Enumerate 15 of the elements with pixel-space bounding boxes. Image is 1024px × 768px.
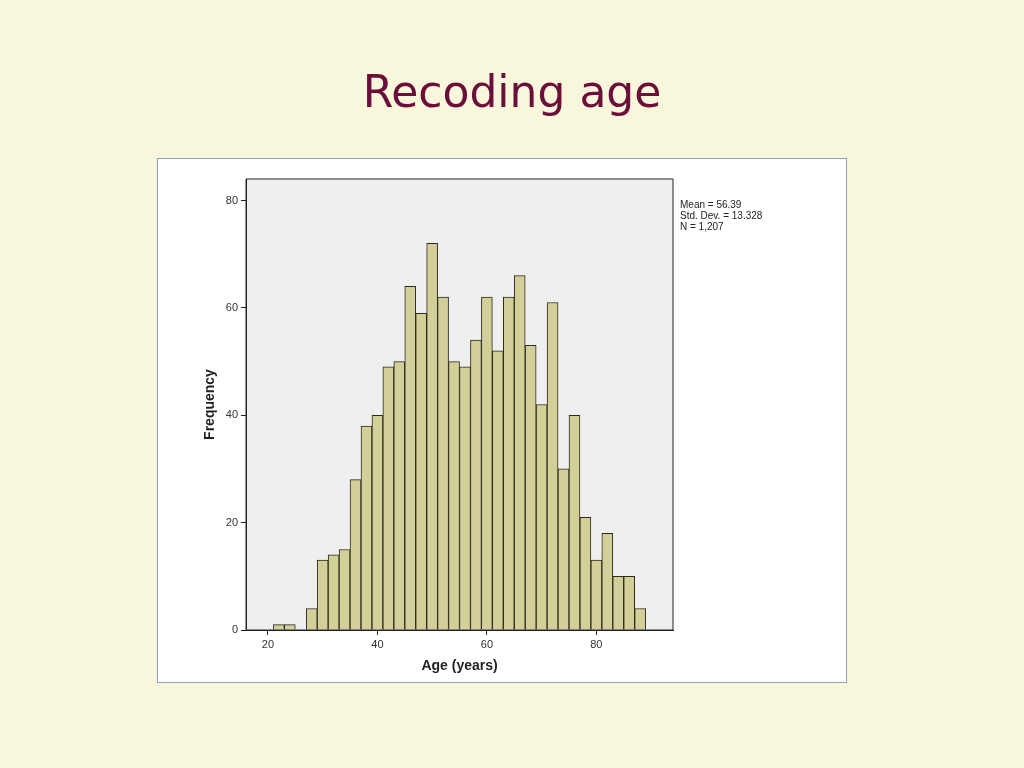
x-tick-label: 60	[480, 637, 494, 650]
y-axis-title: Frequency	[201, 368, 218, 440]
y-tick-label: 20	[225, 515, 239, 528]
y-tick-label: 80	[225, 193, 239, 206]
chart-title: Recoding age	[361, 66, 663, 117]
x-tick-label: 80	[590, 637, 603, 650]
y-tick-label: 40	[225, 408, 239, 421]
text: Std. Dev. = 13.328	[680, 210, 763, 221]
x-axis-title: Age (years)	[421, 657, 498, 674]
text: N = 1,207	[680, 221, 725, 232]
x-tick-label: 20	[261, 637, 275, 650]
y-tick-label: 60	[225, 300, 239, 313]
y-tick-label: 0	[231, 623, 239, 636]
x-tick-label: 40	[371, 637, 384, 650]
text: Mean = 56.39	[680, 199, 743, 210]
